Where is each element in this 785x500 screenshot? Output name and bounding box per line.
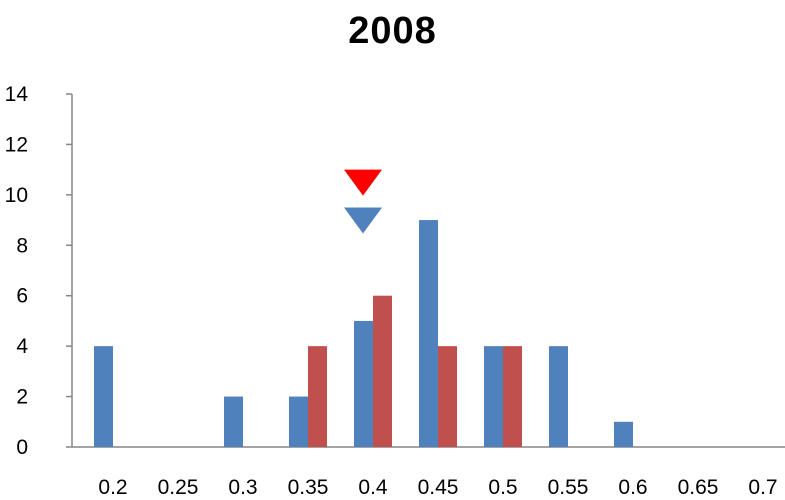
x-tick-label: 0.5 xyxy=(488,476,517,499)
x-tick-label: 0.55 xyxy=(548,476,589,499)
x-tick-label: 0.2 xyxy=(98,476,127,499)
blue-triangle-marker xyxy=(344,207,382,234)
bar-series1-0.2 xyxy=(94,346,113,447)
y-tick-label: 0 xyxy=(16,436,28,459)
red-triangle-marker xyxy=(344,169,382,196)
bar-series1-0.35 xyxy=(289,396,308,447)
x-tick-label: 0.25 xyxy=(158,476,199,499)
bars xyxy=(94,220,633,447)
x-tick-label: 0.45 xyxy=(418,476,459,499)
y-tick-label: 4 xyxy=(16,335,28,358)
bar-series1-0.45 xyxy=(419,220,438,447)
bar-series1-0.55 xyxy=(549,346,568,447)
chart-title: 2008 xyxy=(348,10,437,52)
bar-series2-0.4 xyxy=(373,295,392,447)
y-tick-label: 14 xyxy=(5,83,29,106)
bar-series1-0.6 xyxy=(614,421,633,447)
y-tick-label: 2 xyxy=(16,386,28,409)
bar-series2-0.5 xyxy=(503,346,522,447)
x-tick-labels: 0.2 0.25 0.3 0.35 0.4 0.45 0.5 0.55 0.6 0.65 0.7 xyxy=(98,476,777,499)
bar-series1-0.4 xyxy=(354,320,373,447)
y-tick-label: 6 xyxy=(16,285,28,308)
x-tick-label: 0.35 xyxy=(288,476,329,499)
y-tick-labels: 0 2 4 6 8 10 12 14 xyxy=(5,83,29,459)
y-tick-label: 8 xyxy=(16,234,28,257)
y-tick-label: 12 xyxy=(5,133,28,156)
annotation-markers xyxy=(344,169,382,234)
x-tick-label: 0.6 xyxy=(618,476,647,499)
x-tick-label: 0.3 xyxy=(228,476,257,499)
bar-series1-0.3 xyxy=(224,396,243,447)
bar-series2-0.35 xyxy=(308,346,327,447)
bar-series1-0.5 xyxy=(484,346,503,447)
x-tick-label: 0.4 xyxy=(358,476,388,499)
bar-series2-0.45 xyxy=(438,346,457,447)
x-tick-label: 0.7 xyxy=(748,476,777,499)
x-tick-label: 0.65 xyxy=(678,476,719,499)
y-tick-label: 10 xyxy=(5,184,28,207)
y-axis xyxy=(66,93,73,448)
